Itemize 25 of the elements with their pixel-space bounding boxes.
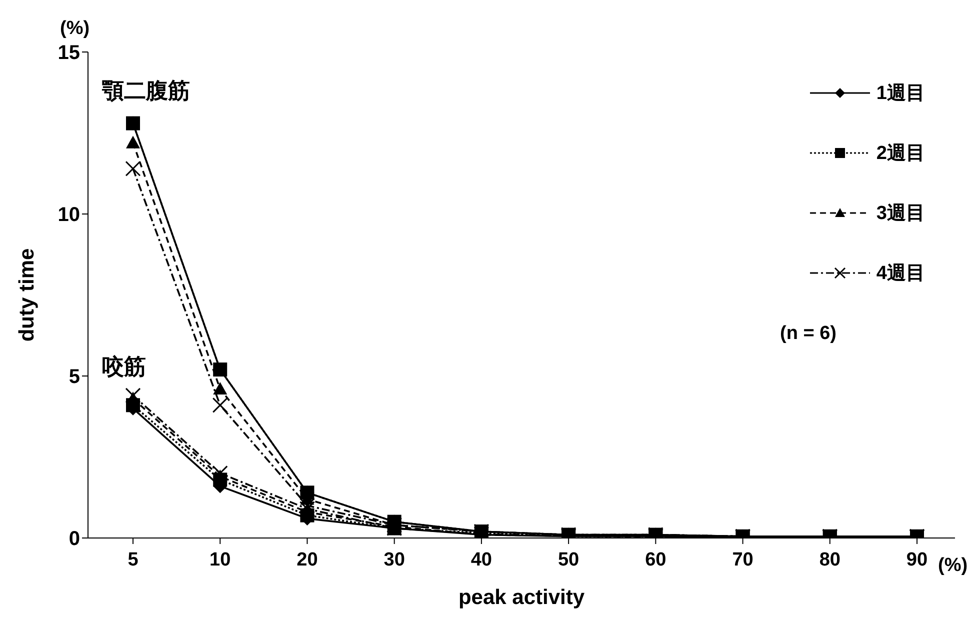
annotation: 顎二腹筋 bbox=[102, 77, 190, 105]
legend-label: 1週目 bbox=[876, 82, 925, 106]
x-tick-label: 60 bbox=[645, 549, 666, 570]
annotation: 咬筋 bbox=[102, 353, 146, 381]
y-tick-label: 15 bbox=[58, 42, 80, 64]
legend-label: 3週目 bbox=[876, 202, 925, 226]
x-axis-title: peak activity bbox=[458, 586, 585, 609]
legend-label: 2週目 bbox=[876, 142, 925, 166]
x-tick-label: 10 bbox=[210, 549, 231, 570]
x-tick-label: 90 bbox=[906, 549, 928, 570]
text: (%) bbox=[938, 555, 968, 577]
y-tick-label: 10 bbox=[58, 204, 80, 226]
x-tick-label: 80 bbox=[819, 549, 840, 570]
x-tick-label: 50 bbox=[558, 549, 580, 570]
x-tick-label: 30 bbox=[384, 549, 405, 570]
y-tick-label: 0 bbox=[68, 528, 80, 550]
x-tick-label: 40 bbox=[470, 549, 492, 570]
y-tick-label: 5 bbox=[68, 366, 80, 388]
legend-label: 4週目 bbox=[876, 262, 925, 286]
x-tick-label: 70 bbox=[732, 549, 754, 570]
y-axis-title: duty time bbox=[15, 248, 38, 342]
text: (%) bbox=[60, 18, 90, 40]
x-tick-label: 20 bbox=[296, 549, 318, 570]
x-tick-label: 5 bbox=[128, 549, 139, 570]
annotation: (n = 6) bbox=[780, 323, 836, 345]
